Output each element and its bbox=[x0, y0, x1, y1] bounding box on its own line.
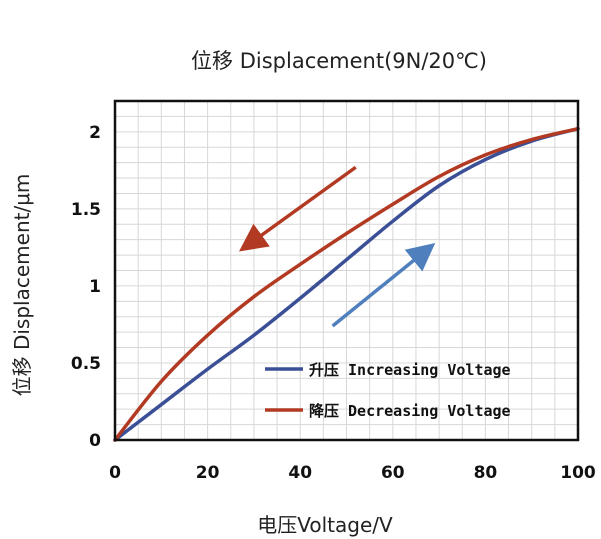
x-tick-label: 60 bbox=[381, 463, 405, 483]
legend: 升压 Increasing Voltage 降压 Decreasing Volt… bbox=[265, 361, 511, 420]
increasing-arrow-icon bbox=[331, 242, 436, 328]
plot-border bbox=[113, 99, 580, 442]
y-tick-label: 0 bbox=[89, 431, 101, 451]
y-tick-label: 2 bbox=[89, 123, 101, 143]
x-tick-label: 80 bbox=[474, 463, 498, 483]
x-tick-label: 20 bbox=[196, 463, 220, 483]
y-tick-label: 0.5 bbox=[71, 354, 101, 374]
series-line-increasing bbox=[113, 126, 580, 442]
arrow-layer bbox=[238, 165, 436, 328]
chart-title: 位移 Displacement(9N/20℃) bbox=[191, 49, 487, 73]
x-axis-label: 电压Voltage/V bbox=[257, 513, 393, 537]
legend-label-decreasing: 降压 Decreasing Voltage bbox=[309, 402, 511, 420]
y-tick-labels: 0 0.5 1 1.5 2 bbox=[71, 123, 101, 451]
legend-label-increasing: 升压 Increasing Voltage bbox=[309, 361, 511, 379]
x-tick-label: 40 bbox=[288, 463, 312, 483]
series-line-decreasing bbox=[113, 126, 580, 442]
y-tick-label: 1 bbox=[89, 277, 101, 297]
grid bbox=[115, 101, 578, 440]
decreasing-arrow-icon bbox=[238, 165, 357, 252]
x-tick-labels: 0 20 40 60 80 100 bbox=[109, 463, 596, 483]
x-tick-label: 0 bbox=[109, 463, 121, 483]
y-tick-label: 1.5 bbox=[71, 200, 101, 220]
x-tick-label: 100 bbox=[560, 463, 596, 483]
y-axis-label: 位移 Displacement/μm bbox=[10, 174, 34, 397]
series-layer bbox=[113, 126, 580, 442]
